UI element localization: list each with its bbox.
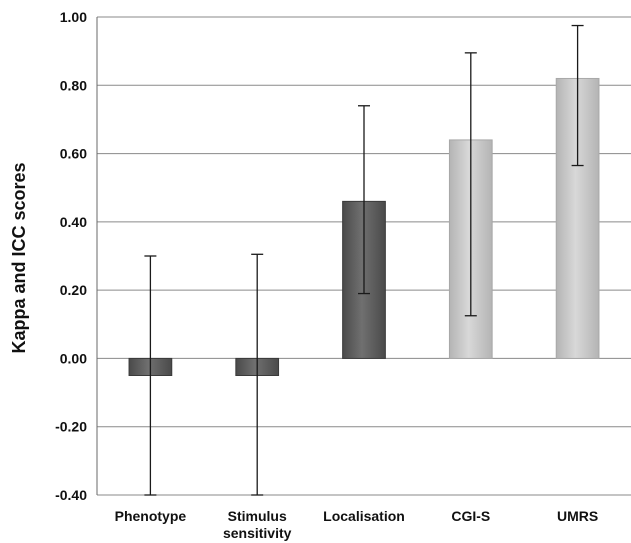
category-label: Localisation (323, 508, 405, 524)
y-tick-label: -0.20 (55, 419, 87, 435)
category-label: CGI-S (451, 508, 490, 524)
error-bar (571, 24, 584, 167)
error-bars (144, 24, 584, 496)
y-tick-labels: -0.40 -0.20 0.00 0.20 0.40 0.60 0.80 1.00 (55, 9, 87, 503)
category-label: UMRS (557, 508, 598, 524)
y-tick-label: 1.00 (60, 9, 87, 25)
y-tick-label: 0.40 (60, 214, 87, 230)
error-bar (251, 253, 264, 496)
error-bar (358, 105, 370, 295)
category-label: Stimulus (228, 508, 287, 524)
category-label: sensitivity (223, 525, 292, 541)
error-bar (144, 255, 157, 496)
y-tick-label: 0.60 (60, 146, 87, 162)
y-axis-label: Kappa and ICC scores (9, 162, 29, 353)
y-tick-label: 0.00 (60, 350, 87, 366)
y-tick-label: 0.20 (60, 282, 87, 298)
y-tick-label: -0.40 (55, 487, 87, 503)
error-bar (464, 52, 477, 317)
category-label: Phenotype (115, 508, 187, 524)
y-tick-label: 0.80 (60, 77, 87, 93)
